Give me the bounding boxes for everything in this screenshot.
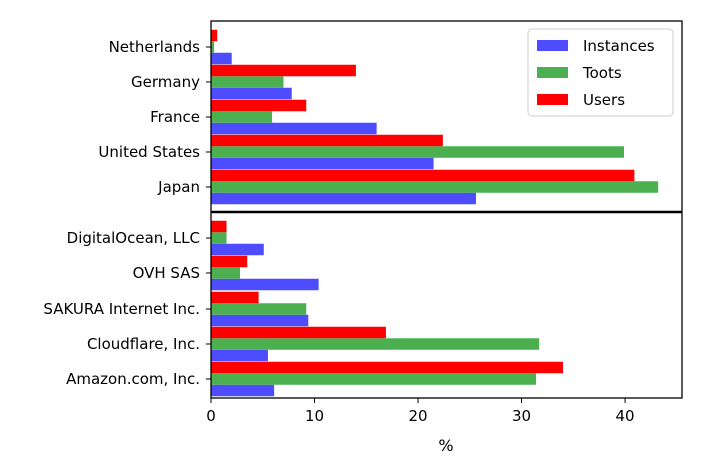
bar-instances-ovh-sas [211,278,319,291]
x-tick-label-20: 20 [408,407,427,425]
category-label-amazon-com-inc: Amazon.com, Inc. [66,370,200,388]
bar-toots-netherlands [211,41,215,53]
bar-instances-france [211,122,377,135]
bar-toots-ovh-sas [211,267,240,279]
bar-toots-japan [211,181,659,193]
category-label-united-states: United States [98,143,200,161]
bar-instances-digitalocean-llc [211,243,264,256]
category-label-germany: Germany [131,73,200,91]
legend-swatch-toots [537,67,568,78]
bar-instances-japan [211,192,477,205]
bar-toots-digitalocean-llc [211,232,227,244]
bar-toots-germany [211,76,284,88]
legend-label-toots: Toots [582,64,622,82]
plot-frame [210,20,683,399]
bar-users-japan [211,169,635,182]
x-tick-label-40: 40 [616,407,635,425]
x-tick-label-0: 0 [206,407,216,425]
legend-swatch-users [537,94,568,105]
bar-users-netherlands [211,29,218,42]
bar-instances-sakura-internet-inc [211,314,309,327]
category-labels: Netherlands Germany France United States Jap… [43,38,211,388]
category-label-netherlands: Netherlands [109,38,201,56]
bar-instances-germany [211,87,292,100]
bar-toots-amazon-com-inc [211,373,537,385]
bars-layer [211,29,659,397]
bar-users-france [211,99,307,112]
bar-instances-united-states [211,157,434,170]
bar-toots-united-states [211,146,625,158]
x-ticks: 0 10 20 30 40 [206,398,635,425]
x-tick-label-30: 30 [512,407,531,425]
legend-label-instances: Instances [583,37,655,55]
legend: Instances Toots Users [527,28,674,117]
bar-toots-france [211,111,273,123]
x-axis-title: % [438,436,453,455]
category-label-cloudflare-inc: Cloudflare, Inc. [87,335,200,353]
category-label-digitalocean-llc: DigitalOcean, LLC [67,229,200,247]
category-label-france: France [150,108,200,126]
bar-toots-cloudflare-inc [211,338,540,350]
bar-users-germany [211,64,356,77]
bar-users-digitalocean-llc [211,220,227,233]
bar-instances-cloudflare-inc [211,349,268,362]
bar-users-sakura-internet-inc [211,291,259,304]
bar-users-cloudflare-inc [211,326,386,339]
legend-swatch-instances [537,40,568,51]
category-label-ovh-sas: OVH SAS [133,264,200,282]
bar-toots-sakura-internet-inc [211,303,307,315]
bar-instances-amazon-com-inc [211,384,275,397]
bar-users-united-states [211,134,443,147]
legend-label-users: Users [583,91,625,109]
bar-instances-netherlands [211,52,232,65]
bar-users-ovh-sas [211,255,248,268]
category-label-japan: Japan [157,178,200,196]
x-tick-label-10: 10 [305,407,324,425]
category-label-sakura-internet-inc: SAKURA Internet Inc. [43,300,200,318]
bar-users-amazon-com-inc [211,361,563,374]
